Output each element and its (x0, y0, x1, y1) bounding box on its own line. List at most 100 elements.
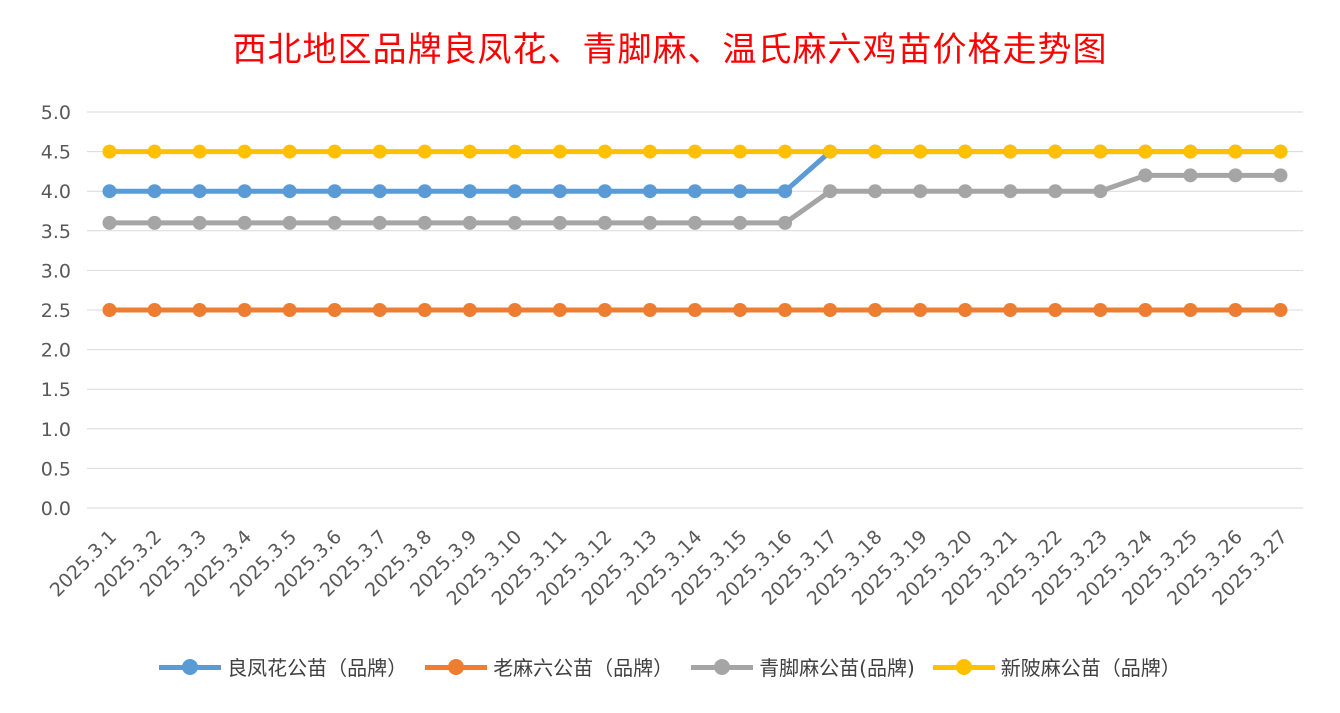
data-point (688, 144, 702, 159)
data-point (1093, 184, 1108, 199)
data-point (192, 215, 207, 230)
legend-swatch (932, 657, 995, 677)
data-point (1093, 144, 1108, 159)
data-point (778, 303, 793, 317)
data-point (1093, 303, 1108, 317)
data-point (282, 303, 297, 317)
data-point (1273, 168, 1288, 183)
chart-title: 西北地区品牌良凤花、青脚麻、温氏麻六鸡苗价格走势图 (232, 30, 1108, 70)
legend-item: 老麻六公苗（品牌） (425, 652, 673, 681)
data-point (552, 144, 567, 159)
data-point (192, 184, 207, 199)
y-tick-label: 2.5 (41, 300, 71, 322)
data-point (1228, 303, 1243, 317)
data-point (372, 184, 387, 199)
y-tick-label: 1.5 (41, 379, 71, 401)
data-point (1138, 144, 1153, 159)
data-point (102, 184, 117, 199)
data-point (1138, 168, 1153, 183)
data-point (868, 184, 883, 199)
data-point (597, 303, 612, 317)
y-tick-label: 3.0 (41, 260, 71, 282)
data-point (1003, 303, 1018, 317)
data-point (147, 215, 162, 230)
data-point (192, 303, 207, 317)
data-point (958, 303, 973, 317)
data-point (868, 144, 883, 159)
data-point (1273, 303, 1288, 317)
data-point (462, 303, 477, 317)
data-point (462, 144, 477, 159)
data-point (1048, 184, 1063, 199)
data-point (507, 215, 522, 230)
data-point (1183, 144, 1198, 159)
data-point (552, 303, 567, 317)
data-point (507, 144, 522, 159)
data-point (102, 215, 117, 230)
data-point (958, 184, 973, 199)
data-point (327, 144, 342, 159)
data-point (237, 184, 252, 199)
data-point (688, 215, 702, 230)
data-point (507, 184, 522, 199)
data-point (778, 215, 793, 230)
data-point (147, 144, 162, 159)
data-point (823, 303, 838, 317)
data-point (642, 215, 657, 230)
series-line (109, 172, 1281, 226)
y-tick-label: 4.0 (41, 181, 71, 203)
data-point (597, 184, 612, 199)
data-point (1228, 168, 1243, 183)
data-point (1048, 303, 1063, 317)
data-point (778, 144, 793, 159)
data-point (417, 184, 432, 199)
legend-label: 新陂麻公苗（品牌） (1000, 656, 1181, 680)
data-point (417, 144, 432, 159)
data-point (237, 144, 252, 159)
data-point (1138, 303, 1153, 317)
data-point (733, 144, 748, 159)
data-point (147, 303, 162, 317)
data-point (597, 215, 612, 230)
data-point (462, 215, 477, 230)
data-point (102, 303, 117, 317)
data-point (733, 303, 748, 317)
y-tick-label: 5.0 (41, 102, 71, 124)
data-point (327, 184, 342, 199)
data-point (642, 303, 657, 317)
legend-item: 青脚麻公苗(品牌) (691, 652, 915, 681)
legend-label: 青脚麻公苗(品牌) (759, 656, 915, 680)
y-tick-label: 2.0 (41, 340, 71, 362)
data-point (1228, 144, 1243, 159)
data-point (823, 144, 838, 159)
data-point (462, 184, 477, 199)
data-point (552, 184, 567, 199)
y-tick-label: 0.5 (41, 458, 71, 480)
data-point (237, 215, 252, 230)
data-point (1183, 303, 1198, 317)
legend-swatch (691, 657, 754, 677)
data-point (372, 303, 387, 317)
data-point (733, 215, 748, 230)
data-point (642, 184, 657, 199)
data-point (417, 303, 432, 317)
data-point (642, 144, 657, 159)
legend-label: 老麻六公苗（品牌） (493, 656, 674, 680)
data-point (147, 184, 162, 199)
y-tick-label: 1.0 (41, 419, 71, 441)
data-point (913, 144, 928, 159)
data-point (372, 215, 387, 230)
data-point (1183, 168, 1198, 183)
data-point (192, 144, 207, 159)
y-tick-label: 3.5 (41, 221, 71, 243)
data-point (597, 144, 612, 159)
data-point (733, 184, 748, 199)
data-point (327, 215, 342, 230)
data-point (823, 184, 838, 199)
data-point (417, 215, 432, 230)
legend-item: 新陂麻公苗（品牌） (932, 652, 1181, 681)
legend-swatch (159, 657, 222, 677)
data-point (688, 303, 702, 317)
